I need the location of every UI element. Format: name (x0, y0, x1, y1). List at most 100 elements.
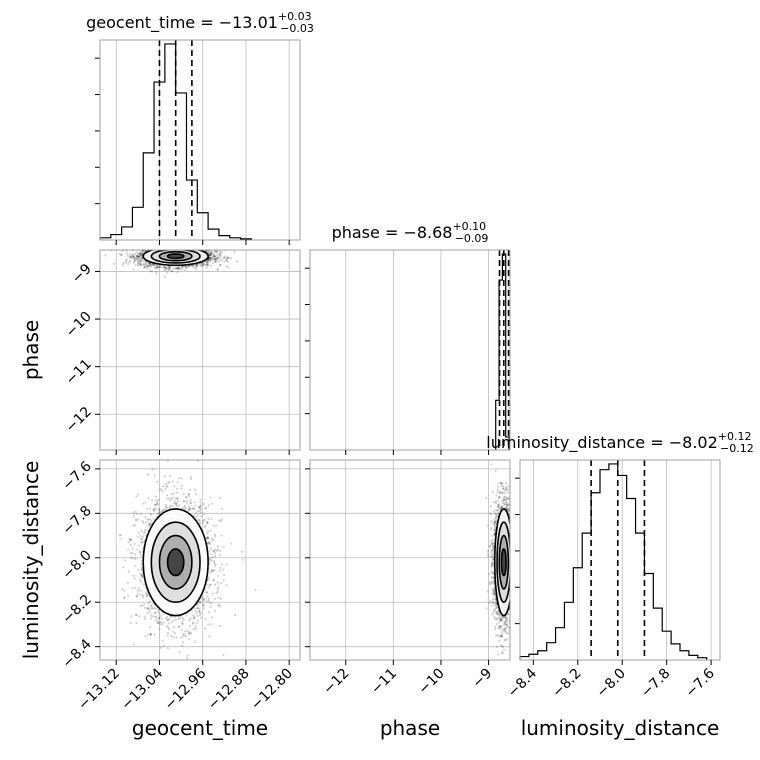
sample-point (188, 244, 190, 246)
sample-point (139, 604, 142, 608)
sample-point (149, 617, 153, 620)
sample-point (205, 243, 207, 245)
sample-point (210, 251, 213, 254)
sample-point (141, 576, 144, 579)
sample-point (196, 614, 199, 618)
sample-point (148, 525, 151, 528)
sample-point (163, 242, 165, 244)
sample-point (197, 619, 200, 622)
sample-point (135, 594, 138, 598)
sample-point (215, 524, 218, 527)
sample-point (207, 586, 210, 589)
x-tick-label: −8.4 (505, 665, 540, 700)
sample-point (125, 259, 128, 262)
sample-point (219, 251, 222, 254)
sample-point (218, 253, 221, 256)
sample-point (145, 507, 149, 511)
sample-point (177, 246, 179, 248)
sample-point (158, 511, 161, 514)
sample-point (192, 507, 195, 511)
sample-point (177, 625, 180, 628)
sample-point (130, 256, 133, 259)
sample-point (140, 566, 143, 569)
sample-point (134, 258, 137, 261)
sample-point (141, 535, 144, 538)
sample-point (209, 257, 212, 260)
sample-point (195, 264, 198, 268)
sample-point (198, 505, 201, 508)
sample-point (164, 247, 166, 249)
sample-point (219, 520, 222, 523)
sample-point (178, 246, 180, 248)
sample-point (155, 266, 158, 269)
sample-point (215, 591, 218, 594)
sample-point (149, 626, 152, 629)
sample-point (181, 620, 184, 623)
sample-point (132, 254, 135, 257)
sample-point (209, 583, 212, 586)
sample-point (191, 243, 193, 245)
sample-point (176, 500, 179, 503)
sample-point (167, 247, 169, 249)
sample-point (148, 263, 151, 266)
sample-point (145, 262, 148, 265)
sample-point (186, 247, 188, 249)
sample-point (202, 262, 205, 265)
sample-point (213, 246, 215, 248)
sample-point (122, 262, 125, 265)
density-scatter (104, 237, 239, 279)
sample-point (168, 480, 171, 483)
sample-point (165, 247, 167, 249)
sample-point (170, 621, 173, 624)
x-tick-label: −7.8 (638, 666, 673, 701)
sample-point (187, 493, 190, 496)
sample-point (141, 604, 144, 607)
sample-point (155, 246, 157, 248)
sample-point (207, 251, 210, 254)
sample-point (172, 247, 174, 249)
sample-point (171, 480, 174, 483)
sample-point (130, 539, 133, 542)
sample-point (138, 237, 140, 239)
sample-point (163, 243, 165, 245)
sample-point (146, 633, 150, 636)
sample-point (205, 537, 208, 540)
sample-point (163, 266, 167, 269)
sample-point (187, 493, 190, 496)
sample-point (182, 493, 185, 496)
density-panel-geocent-time-phase: −12−11−10−9 (63, 237, 301, 455)
sample-point (185, 246, 187, 248)
sample-point (137, 252, 140, 255)
sample-point (171, 248, 173, 250)
sample-point (142, 266, 146, 269)
sample-point (198, 601, 201, 604)
sample-point (133, 542, 136, 545)
sample-point (174, 245, 176, 247)
sample-point (209, 254, 212, 257)
sample-point (145, 265, 149, 268)
sample-point (166, 247, 168, 249)
sample-point (187, 638, 190, 641)
sample-point (194, 640, 197, 643)
sample-point (208, 257, 212, 260)
sample-point (146, 612, 149, 615)
sample-point (164, 487, 167, 491)
sample-point (209, 623, 212, 626)
sample-point (185, 246, 187, 248)
sample-point (131, 253, 134, 256)
histogram-step (99, 43, 252, 240)
sample-point (132, 261, 136, 264)
sample-point (156, 620, 159, 623)
sample-point (213, 610, 217, 613)
sample-point (137, 255, 140, 258)
sample-point (198, 247, 200, 249)
sample-point (186, 245, 188, 247)
sample-point (171, 504, 174, 508)
sample-point (205, 263, 209, 266)
sample-point (143, 263, 146, 266)
sample-point (190, 502, 193, 505)
sample-point (146, 592, 149, 595)
sample-point (207, 261, 210, 264)
sample-point (199, 501, 202, 504)
